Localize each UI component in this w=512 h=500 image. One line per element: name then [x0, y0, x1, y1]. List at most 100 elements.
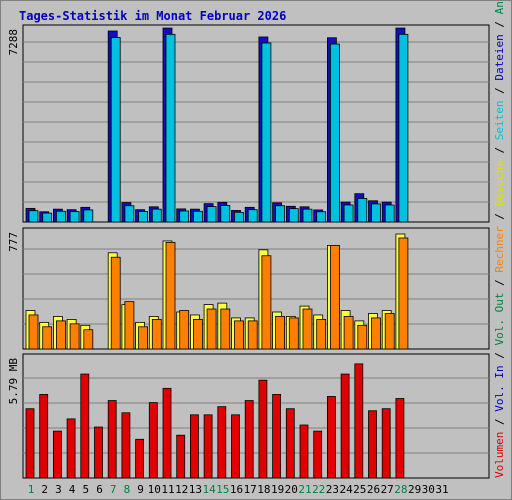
bar-volume-18 — [258, 379, 268, 479]
bar-hits-files-dateien-1 — [28, 210, 39, 223]
bar-hits-files-dateien-18 — [261, 42, 272, 223]
y-axis-label-hits: 7288 — [7, 29, 20, 56]
bar-pages-visits-besuche-7 — [110, 256, 121, 350]
bar-volume-5 — [80, 373, 90, 479]
bar-pages-visits-besuche-9 — [138, 326, 149, 350]
bar-hits-files-dateien-19 — [275, 205, 286, 223]
bar-pages-visits-besuche-22 — [316, 318, 327, 350]
x-tick-label-day-28: 28 — [394, 483, 407, 496]
bar-hits-files-dateien-28 — [398, 33, 409, 223]
bar-pages-visits-besuche-11 — [165, 242, 176, 350]
bar-volume-10 — [148, 402, 158, 479]
bar-hits-files-dateien-15 — [220, 205, 231, 223]
bar-pages-visits-besuche-5 — [83, 329, 94, 350]
bar-pages-visits-besuche-24 — [343, 316, 354, 350]
legend-item-besuche: Besuche — [493, 160, 506, 206]
bar-pages-visits-besuche-4 — [69, 323, 80, 350]
bar-hits-files-dateien-5 — [83, 209, 94, 223]
panel-border-1 — [22, 24, 490, 223]
bar-hits-files-dateien-8 — [124, 205, 135, 223]
legend-item-rechner: Rechner — [493, 226, 506, 273]
bar-volume-9 — [135, 438, 145, 479]
x-tick-label-day-24: 24 — [339, 483, 353, 496]
x-tick-label-day-5: 5 — [82, 483, 89, 496]
bar-volume-28 — [395, 398, 405, 479]
bar-volume-21 — [299, 424, 309, 479]
bar-volume-26 — [368, 410, 377, 479]
x-tick-label-day-13: 13 — [189, 483, 202, 496]
legend-separator: / — [493, 206, 506, 226]
bar-hits-files-dateien-11 — [165, 33, 176, 223]
x-tick-label-day-4: 4 — [69, 483, 76, 496]
bar-pages-visits-besuche-13 — [192, 318, 203, 350]
legend-item-dateien: Dateien — [493, 34, 506, 80]
bar-pages-visits-besuche-8 — [124, 301, 135, 350]
bar-volume-4 — [66, 418, 76, 479]
bar-hits-files-dateien-16 — [234, 211, 244, 223]
x-tick-label-day-3: 3 — [55, 483, 62, 496]
x-tick-label-day-20: 20 — [285, 483, 298, 496]
legend-item-volumen: Volumen — [493, 432, 506, 478]
bar-volume-16 — [231, 414, 240, 479]
x-tick-label-day-1: 1 — [28, 483, 35, 496]
bar-volume-23 — [326, 396, 336, 479]
bar-volume-11 — [162, 387, 172, 479]
legend-item-anfragen: Anfragen — [493, 0, 506, 14]
bar-volume-13 — [189, 414, 199, 479]
bar-hits-files-dateien-12 — [179, 210, 190, 223]
legend-item-seiten: Seiten — [493, 100, 506, 140]
bar-hits-files-dateien-21 — [302, 208, 313, 223]
bar-volume-24 — [340, 373, 350, 479]
x-tick-label-day-19: 19 — [271, 483, 284, 496]
bar-hits-files-dateien-9 — [138, 211, 149, 223]
x-tick-label-day-31: 31 — [435, 483, 448, 496]
bar-hits-files-dateien-14 — [206, 206, 217, 223]
x-tick-label-day-22: 22 — [312, 483, 325, 496]
legend-item-vol-in: Vol. In — [493, 365, 506, 411]
x-tick-label-day-25: 25 — [353, 483, 366, 496]
bar-hits-files-dateien-7 — [110, 37, 121, 223]
bar-volume-19 — [272, 394, 282, 479]
legend-separator: / — [493, 81, 506, 101]
bar-volume-25 — [354, 363, 364, 479]
bar-hits-files-dateien-27 — [384, 204, 395, 223]
bar-hits-files-dateien-2 — [42, 212, 53, 223]
bar-volume-7 — [107, 400, 117, 479]
y-axis-label-visits: 777 — [7, 232, 20, 252]
bar-pages-visits-besuche-17 — [247, 320, 258, 350]
bar-hits-files-dateien-13 — [192, 210, 203, 223]
bar-volume-12 — [176, 434, 186, 479]
bar-volume-15 — [217, 406, 227, 479]
x-tick-label-day-7: 7 — [110, 483, 117, 496]
bar-hits-files-dateien-24 — [343, 204, 354, 223]
bar-hits-files-dateien-10 — [151, 208, 162, 223]
bar-pages-visits-besuche-10 — [151, 318, 162, 350]
bar-hits-files-dateien-20 — [288, 208, 299, 223]
bar-hits-files-dateien-26 — [371, 203, 381, 223]
bar-volume-8 — [121, 412, 131, 479]
bar-pages-visits-besuche-16 — [234, 320, 244, 350]
bar-pages-visits-besuche-15 — [220, 308, 231, 350]
x-tick-label-day-29: 29 — [408, 483, 421, 496]
x-tick-label-day-10: 10 — [148, 483, 161, 496]
legend-separator: / — [493, 273, 506, 293]
x-tick-label-day-27: 27 — [381, 483, 394, 496]
bar-hits-files-dateien-22 — [316, 211, 327, 223]
bar-pages-visits-besuche-18 — [261, 255, 272, 350]
x-tick-label-day-6: 6 — [96, 483, 103, 496]
legend-separator: / — [493, 14, 506, 34]
bar-hits-files-dateien-25 — [357, 198, 368, 223]
bar-volume-20 — [285, 408, 295, 479]
legend-item-vol-out: Vol. Out — [493, 293, 506, 346]
x-tick-label-day-2: 2 — [41, 483, 48, 496]
bar-volume-14 — [203, 414, 213, 479]
bar-volume-17 — [244, 400, 254, 479]
bar-pages-visits-besuche-12 — [179, 310, 190, 350]
x-tick-label-day-18: 18 — [257, 483, 270, 496]
x-tick-label-day-26: 26 — [367, 483, 380, 496]
x-tick-label-day-15: 15 — [216, 483, 229, 496]
bar-pages-visits-besuche-27 — [384, 313, 395, 350]
bar-volume-6 — [94, 426, 103, 479]
legend-vertical: Volumen / Vol. In / Vol. Out / Rechner /… — [493, 0, 506, 478]
x-tick-label-day-9: 9 — [137, 483, 144, 496]
